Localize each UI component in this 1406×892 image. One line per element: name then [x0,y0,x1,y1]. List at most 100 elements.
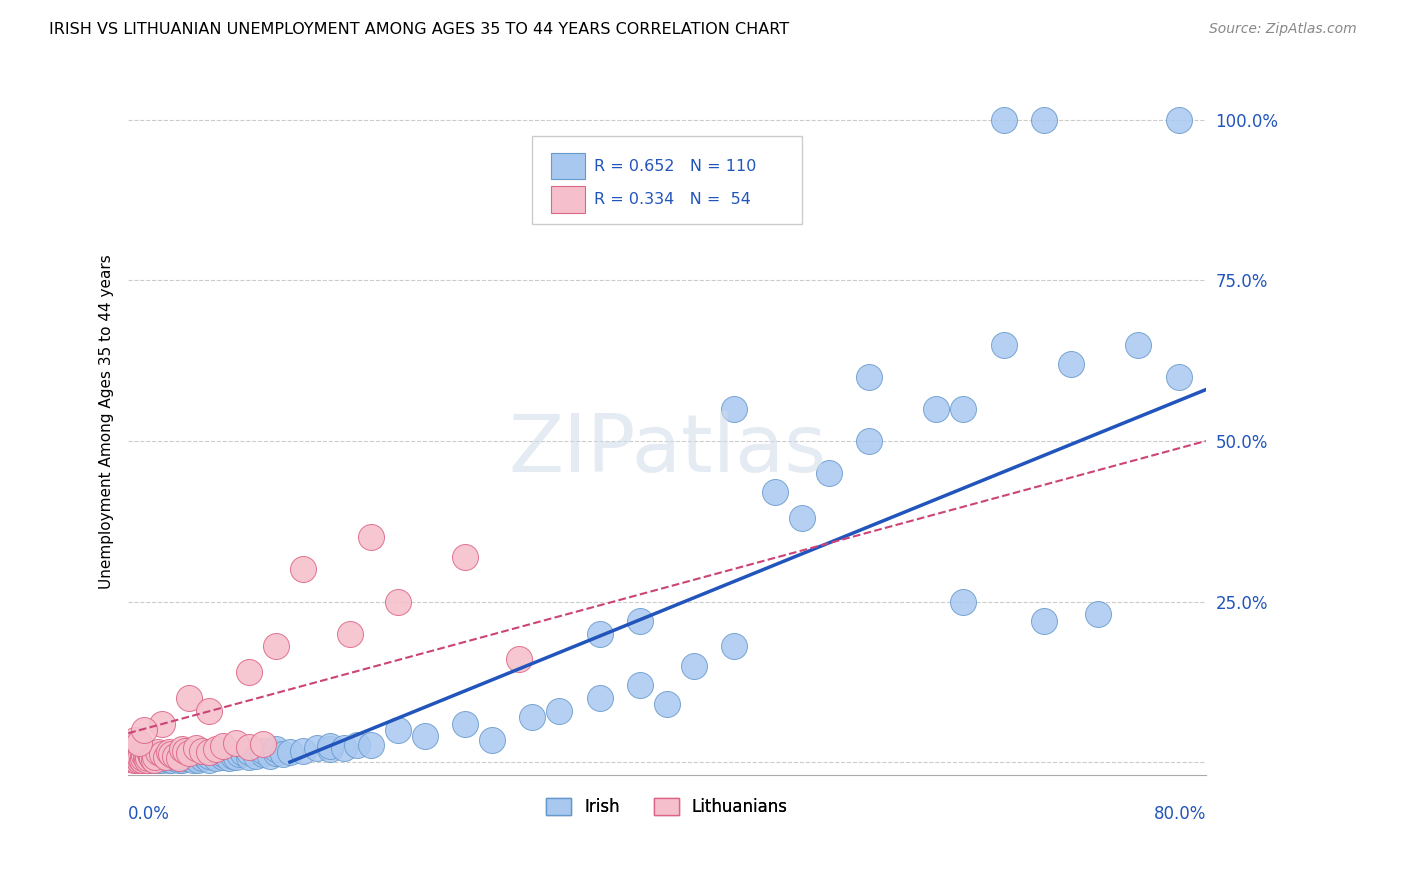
Point [332,741,354,756]
Point [150,716,173,731]
Point [454,716,477,731]
Point [132,748,155,763]
Point [150,747,173,762]
Text: R = 0.652   N = 110: R = 0.652 N = 110 [593,159,756,174]
Point [150,753,173,767]
Point [165,748,187,763]
FancyBboxPatch shape [533,136,801,224]
Point [204,742,226,756]
Point [683,658,706,673]
Point [252,747,274,762]
Point [143,750,166,764]
Point [120,752,142,766]
Point [387,594,409,608]
FancyBboxPatch shape [551,153,585,179]
Point [181,753,204,767]
Point [121,749,143,764]
Point [143,753,166,767]
Point [292,562,315,576]
Point [387,723,409,737]
Point [222,748,245,763]
Point [160,747,183,761]
Point [858,434,880,448]
Point [454,549,477,564]
Point [131,753,153,767]
Legend: Irish, Lithuanians: Irish, Lithuanians [540,791,794,823]
Point [319,739,342,753]
Point [138,750,160,764]
Point [157,750,180,764]
Point [125,752,148,766]
Point [266,746,288,760]
Point [225,750,247,764]
Point [169,753,191,767]
Point [1087,607,1109,622]
Point [266,742,288,756]
Point [763,485,786,500]
Point [292,743,315,757]
Point [141,751,163,765]
Point [128,753,150,767]
Point [172,752,194,766]
Point [142,753,165,767]
FancyBboxPatch shape [551,186,585,212]
Point [139,750,162,764]
Point [117,752,139,766]
Point [319,742,342,756]
Point [191,743,214,757]
Point [134,747,156,762]
Point [360,530,382,544]
Point [195,750,218,764]
Point [125,750,148,764]
Point [522,710,544,724]
Point [245,748,267,763]
Point [129,751,152,765]
Point [134,753,156,767]
Point [143,750,166,764]
Point [139,747,162,761]
Point [128,750,150,764]
Point [128,736,150,750]
Point [172,753,194,767]
Point [198,746,221,760]
Point [173,744,195,758]
Point [136,752,159,766]
Point [346,739,368,753]
Point [160,753,183,767]
Point [628,678,651,692]
Point [198,753,221,767]
Point [127,752,149,766]
Point [136,753,159,767]
Point [413,730,436,744]
Point [198,748,221,763]
Point [252,743,274,757]
Point [1167,112,1189,127]
Point [135,750,157,764]
Point [184,741,207,756]
Point [211,739,233,753]
Point [481,732,503,747]
Point [122,752,145,766]
Point [135,750,157,764]
Point [1060,357,1083,371]
Point [155,750,177,764]
Point [177,750,200,764]
Point [120,750,142,764]
Point [790,511,813,525]
Point [238,665,260,680]
Point [589,690,612,705]
Point [925,401,948,416]
Point [339,626,361,640]
Point [655,698,678,712]
Point [129,749,152,764]
Point [184,748,207,763]
Point [127,751,149,765]
Point [238,745,260,759]
Point [134,723,156,737]
Point [134,750,156,764]
Point [129,752,152,766]
Point [187,753,209,767]
Point [169,751,191,765]
Point [548,704,571,718]
Point [177,746,200,760]
